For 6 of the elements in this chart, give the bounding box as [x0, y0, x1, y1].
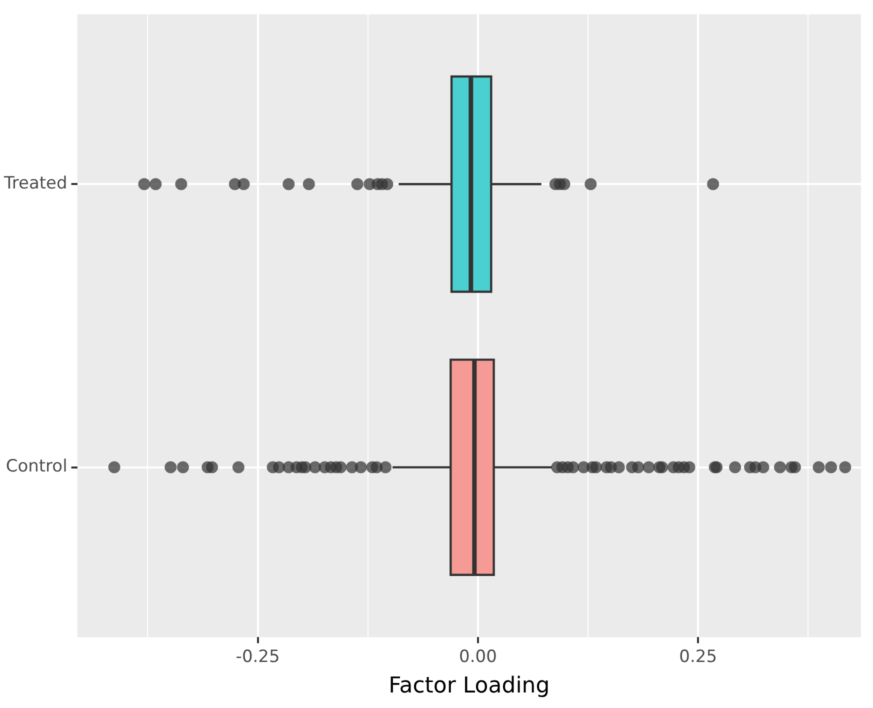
x-axis-title: Factor Loading: [388, 674, 550, 699]
x-tick-label: 0.00: [459, 646, 497, 667]
y-tick-label: Treated: [2, 174, 68, 194]
x-tick-label: -0.25: [236, 646, 280, 667]
x-tick-label: 0.25: [679, 646, 718, 667]
y-tick-label: Control: [6, 456, 68, 477]
